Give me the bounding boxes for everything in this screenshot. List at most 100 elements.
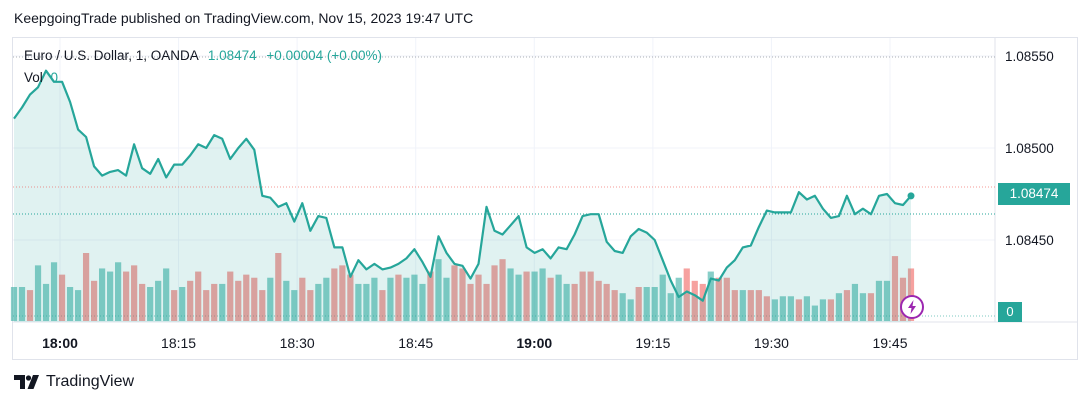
volume-bar [243,274,250,321]
volume-bar [811,305,818,321]
volume-value: 0 [50,70,59,85]
volume-bar [50,262,58,321]
volume-bar [491,265,498,321]
volume-bar [635,287,642,321]
volume-bar [42,283,50,321]
volume-bar [227,271,234,321]
volume-bar [427,271,434,321]
volume-bar [82,253,90,321]
volume-bar [451,265,458,321]
volume-bar [90,280,98,321]
volume-bar [579,271,586,321]
volume-bar [283,280,290,321]
volume-bar [827,299,835,321]
volume-bar [707,271,714,321]
volume-bar [379,290,386,321]
volume-bar [275,253,282,321]
tradingview-logo[interactable]: TradingView [14,373,134,391]
price-area [14,70,911,322]
volume-bar [691,280,698,321]
volume-bar [619,293,626,321]
last-price-dot [907,192,915,200]
volume-bar [467,283,474,321]
volume-bar [571,283,578,321]
chart-frame [12,37,1078,360]
volume-axis-label: 0 [998,302,1022,322]
volume-bar [347,274,354,321]
volume-bar [603,283,610,321]
volume-bar [859,293,867,321]
time-tick-label: 19:45 [872,335,907,351]
price-tick-label: 1.08500 [1005,141,1054,156]
volume-bar [891,256,899,321]
volume-bar [867,293,875,321]
price-change-value: +0.00004 (+0.00%) [266,48,383,63]
volume-bar [195,271,202,321]
time-tick-label: 18:00 [42,335,78,351]
volume-bar [58,274,66,321]
volume-bar [683,268,690,321]
volume-bar [339,265,346,321]
volume-bar [851,283,859,321]
volume-bar [907,268,915,321]
volume-bar [771,299,778,321]
tradingview-logo-icon [14,375,39,389]
volume-bar [883,280,891,321]
volume-bar [843,290,851,321]
chart-grid [13,38,1077,323]
volume-bar [779,296,786,321]
volume-bar [547,277,554,321]
volume-bar [115,262,122,321]
volume-bar [235,280,242,321]
published-caption: KeepgoingTrade published on TradingView.… [14,10,474,26]
lightning-icon[interactable] [899,294,925,320]
volume-bar [34,265,42,321]
volume-bar [307,290,314,321]
time-tick-label: 18:45 [398,335,433,351]
volume-bar [715,277,722,321]
volume-bar [515,274,522,321]
volume-bar [723,277,730,321]
volume-bar [739,290,746,321]
volume-bar [651,287,658,321]
volume-label[interactable]: Vol [24,70,43,85]
time-tick-label: 19:30 [754,335,789,351]
volume-bar [171,290,178,321]
symbol-label[interactable]: Euro / U.S. Dollar, 1, OANDA [24,48,199,63]
volume-bar [267,277,274,321]
volume-bar [595,280,602,321]
volume-bar [299,277,306,321]
volume-bar [443,277,450,321]
volume-bar [10,287,18,321]
price-axis-ticks: 1.08550 1.08500 1.08450 [1005,49,1054,248]
volume-bar [531,271,538,321]
volume-bar [211,283,218,321]
volume-bar [187,280,194,321]
price-tick-label: 1.08550 [1005,49,1054,64]
volume-bar [763,296,770,321]
volume-bar [611,290,618,321]
volume-bar [475,274,482,321]
volume-bar [787,296,794,321]
volume-bar [147,287,154,321]
volume-bar [363,283,370,321]
volume-bar [331,268,338,321]
volume-bar [371,277,378,321]
volume-bar [795,299,802,321]
volume-bar [66,287,74,321]
volume-bar [107,271,114,321]
volume-bar [875,280,883,321]
volume-bar [507,268,514,321]
volume-bar [459,268,466,321]
volume-bar [587,271,594,321]
volume-bar [523,271,530,321]
volume-bar [355,283,362,321]
time-tick-label: 19:00 [516,335,552,351]
volume-bar [803,296,810,321]
volume-bar [835,293,843,321]
volume-legend: Vol 0 [24,70,58,85]
time-axis-ticks: 18:00 18:15 18:30 18:45 19:00 19:15 19:30 19:45 [42,335,908,351]
volume-bar [731,290,738,321]
volume-bar [26,290,34,321]
